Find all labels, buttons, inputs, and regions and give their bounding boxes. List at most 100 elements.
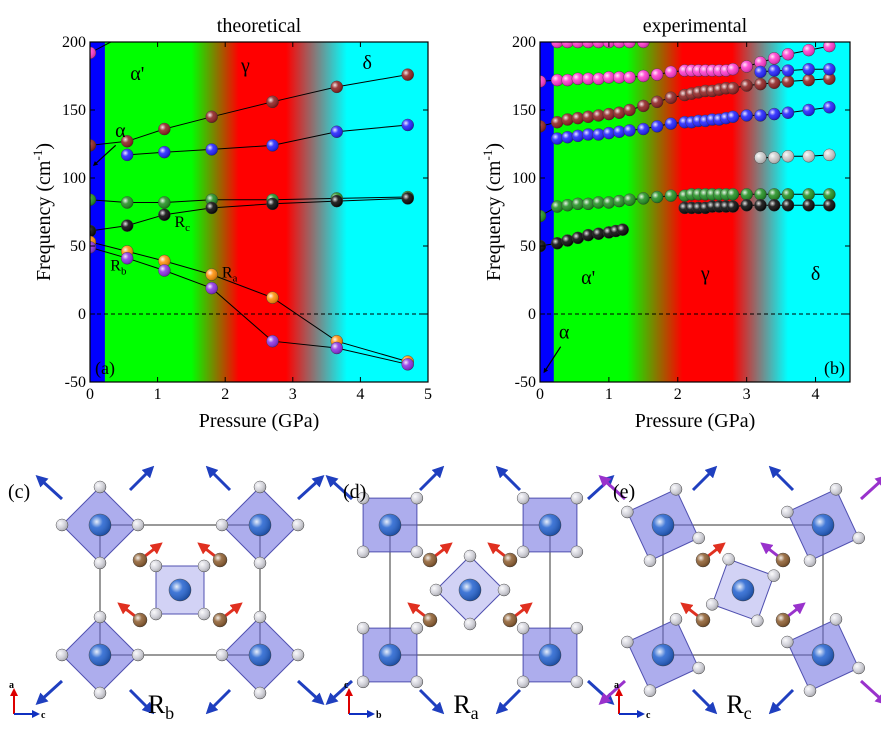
data-point-shade [823,188,836,201]
data-point-shade [121,219,134,232]
data-point-shade [651,120,664,133]
apical-atom-shade [706,598,719,611]
apical-atom-shade [132,649,144,661]
data-point-shade [754,65,767,78]
apical-atom-shade [669,613,682,626]
apical-atom-shade [751,614,764,627]
apical-atom-shade [357,545,370,558]
apical-atom-shade [254,481,266,493]
apical-atom-shade [198,559,211,572]
displacement-arrow [128,688,155,715]
data-point-shade [551,42,564,48]
data-point-shade [551,116,564,129]
data-point-shade [592,128,605,141]
mode-label-main: R [110,257,121,274]
displacement-arrow [205,688,232,715]
x-tick-label: 0 [86,386,94,403]
data-point-shade [582,197,595,210]
data-point-shade [158,208,171,221]
y-axis-label-sup: -1 [30,150,45,161]
displacement-arrow [325,474,354,501]
data-point-shade [823,199,836,212]
axis-right-label: c [41,710,46,721]
data-point-shade [637,42,650,48]
apical-atom-shade [767,569,780,582]
data-point-shade [205,143,218,156]
data-point-shade [637,123,650,136]
data-point-shade [90,225,96,238]
apical-atom-shade [56,649,68,661]
data-point-shade [401,118,414,131]
mode-label: Ra [453,690,478,723]
y-tick-label: -50 [515,374,536,391]
x-tick-label: 1 [605,386,613,403]
apical-atom-shade [410,675,423,688]
mode-label-main: R [175,214,186,231]
data-point-shade [266,197,279,210]
y-axis-label-main: Frequency (cm [483,160,505,281]
apical-atom-shade [149,559,162,572]
data-point-shade [90,193,96,206]
y-tick-label: -50 [65,374,86,391]
data-point-shade [205,110,218,123]
x-tick-label: 3 [743,386,751,403]
phase-label: α [115,120,126,142]
apical-atom-shade [517,492,530,505]
apical-atom-shade [852,661,865,674]
apical-atom-shade [410,545,423,558]
apical-atom-shade [781,506,794,519]
data-point-shade [582,128,595,141]
apical-atom-shade [94,687,106,699]
a-site-atom-shade [696,613,710,627]
displacement-arrow [768,465,795,492]
data-point-shade [121,148,134,161]
data-point-shade [782,64,794,77]
chart-title: theoretical [217,15,302,37]
mode-label: Rb [148,690,174,723]
data-point-shade [613,195,626,208]
mode-label-main: R [726,690,744,719]
x-tick-label: 1 [154,386,162,403]
apical-atom-shade [132,519,144,531]
data-point-shade [205,268,218,281]
y-tick-label: 200 [512,34,536,51]
apical-atom-shade [570,675,583,688]
data-point-shade [623,42,636,48]
apical-atom-shade [198,608,211,621]
data-point-shade [782,106,794,119]
apical-atom-shade [94,481,106,493]
data-point-shade [571,42,584,48]
data-point-shade [613,71,626,84]
a-site-atom-shade [133,553,147,567]
data-point-shade [121,252,134,265]
data-point-shade [540,120,546,133]
mode-label: Rc [726,690,751,723]
data-point-shade [823,42,836,53]
data-point-shade [754,151,767,164]
data-point-shade [802,199,815,212]
a-site-atom-shade [503,553,517,567]
apical-atom-shade [570,545,583,558]
displacement-arrow [768,688,795,715]
plot-frame [539,41,851,383]
a-site-atom-shade [133,613,147,627]
mode-label-sub: a [471,703,479,723]
a-site-atom-shade [213,553,227,567]
x-tick-label: 0 [536,386,544,403]
data-point-shade [823,148,836,161]
data-point-shade [551,132,564,145]
data-point-shade [802,74,815,87]
apical-atom-shade [464,618,476,630]
data-point-shade [664,189,677,202]
data-point-shade [740,60,753,73]
phase-label: α' [581,267,595,289]
a-site-atom-shade [503,613,517,627]
data-point-shade [802,104,815,116]
a-site-atom-shade [776,613,790,627]
displacement-arrow [859,474,881,501]
data-point-shade [602,108,615,121]
apical-atom-shade [570,492,583,505]
y-axis-label: Frequency (cm-1) [480,143,505,281]
data-point-shade [592,109,605,122]
